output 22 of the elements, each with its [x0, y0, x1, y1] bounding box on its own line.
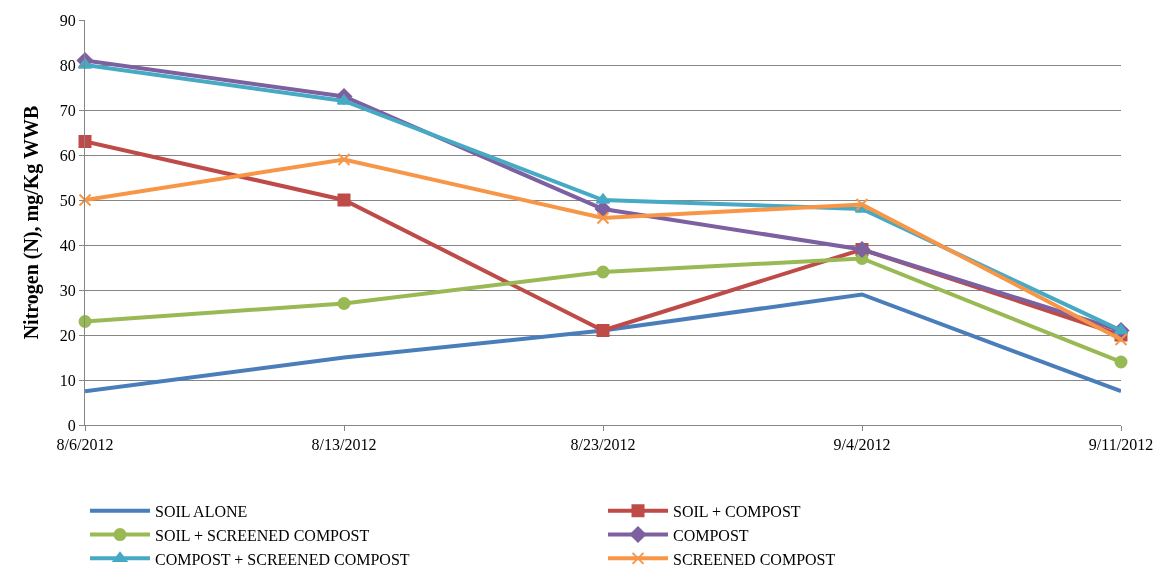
y-tick-label: 0: [67, 416, 76, 434]
y-tick-label: 70: [59, 101, 76, 119]
legend-label: COMPOST: [673, 526, 749, 544]
y-tick-label: 30: [59, 281, 76, 299]
y-tick-label: 20: [59, 326, 76, 344]
y-tick-label: 10: [59, 371, 76, 389]
x-tick-label: 8/23/2012: [570, 436, 636, 454]
legend-label: SOIL ALONE: [155, 502, 248, 520]
y-tick-label: 60: [59, 146, 76, 164]
x-tick-label: 9/4/2012: [833, 436, 891, 454]
x-tick-label: 9/11/2012: [1088, 436, 1154, 454]
legend-label: SOIL + COMPOST: [673, 502, 801, 520]
y-tick-label: 40: [59, 236, 76, 254]
y-axis-title: Nitrogen (N), mg/Kg WWB: [20, 105, 44, 340]
y-tick-label: 50: [59, 191, 76, 209]
legend-label: COMPOST + SCREENED COMPOST: [155, 550, 410, 568]
x-tick-label: 8/6/2012: [56, 436, 114, 454]
y-tick-label: 90: [59, 11, 76, 29]
y-tick-label: 80: [59, 56, 76, 74]
legend-label: SOIL + SCREENED COMPOST: [155, 526, 370, 544]
x-tick-label: 8/13/2012: [311, 436, 377, 454]
legend-label: SCREENED COMPOST: [673, 550, 836, 568]
